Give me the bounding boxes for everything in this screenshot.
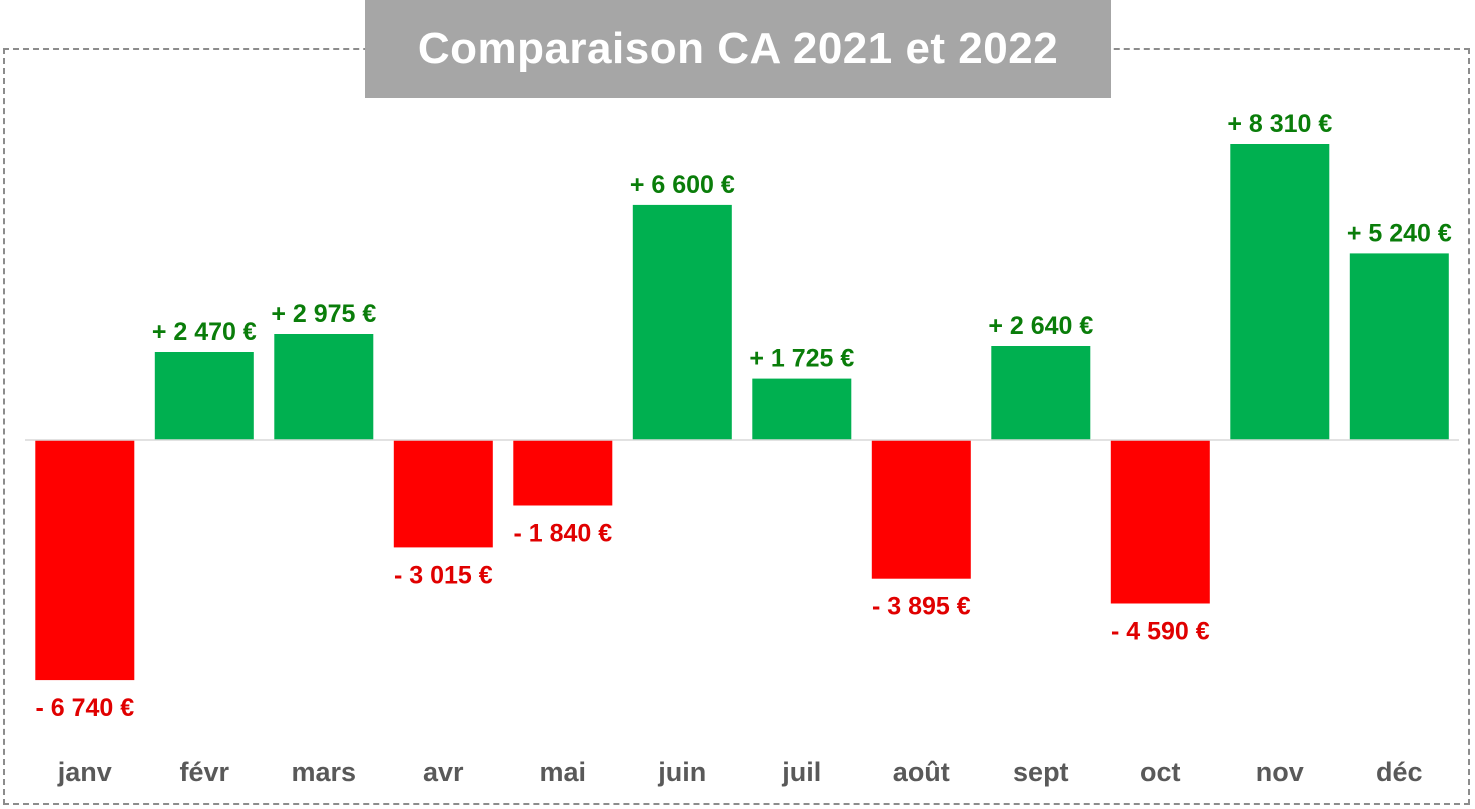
category-label-avr: avr [423,757,464,787]
chart-title-box: Comparaison CA 2021 et 2022 [365,0,1111,98]
data-label-mai: - 1 840 € [513,520,612,548]
data-labels-group: - 6 740 € + 2 470 € + 2 975 € - 3 015 € - 1 … [35,110,1451,722]
category-label-mars: mars [292,757,357,787]
bar-avr [393,440,493,548]
data-label-juil: + 1 725 € [749,345,854,373]
data-label-dec: + 5 240 € [1347,219,1452,247]
bar-janv [35,440,135,681]
category-label-mai: mai [540,757,587,787]
bar-fevr [154,352,254,440]
category-label-dec: déc [1376,757,1423,787]
data-label-mars: + 2 975 € [271,300,376,328]
bar-aout [871,440,971,579]
bar-oct [1110,440,1210,604]
bar-sept [991,346,1091,440]
category-label-juil: juil [781,757,821,787]
category-labels-group: janv févr mars avr mai juin juil août sept oct nov… [57,757,1423,787]
data-label-nov: + 8 310 € [1227,110,1332,138]
chart-title: Comparaison CA 2021 et 2022 [417,24,1059,73]
category-label-oct: oct [1140,757,1181,787]
data-label-aout: - 3 895 € [872,593,971,621]
category-label-janv: janv [57,757,112,787]
data-label-oct: - 4 590 € [1111,618,1210,646]
data-label-juin: + 6 600 € [630,171,735,199]
bar-dec [1349,253,1449,440]
bar-mai [513,440,613,506]
category-label-nov: nov [1256,757,1304,787]
category-label-juin: juin [657,757,706,787]
data-label-sept: + 2 640 € [988,312,1093,340]
bar-juin [632,204,732,440]
bar-nov [1230,144,1330,440]
bar-mars [274,334,374,440]
category-label-aout: août [893,757,950,787]
data-label-avr: - 3 015 € [394,561,493,589]
category-label-fevr: févr [180,757,230,787]
data-label-janv: - 6 740 € [35,694,134,722]
bar-juil [752,378,852,440]
bars-group [35,144,1449,681]
category-label-sept: sept [1013,757,1069,787]
data-label-fevr: + 2 470 € [152,318,257,346]
